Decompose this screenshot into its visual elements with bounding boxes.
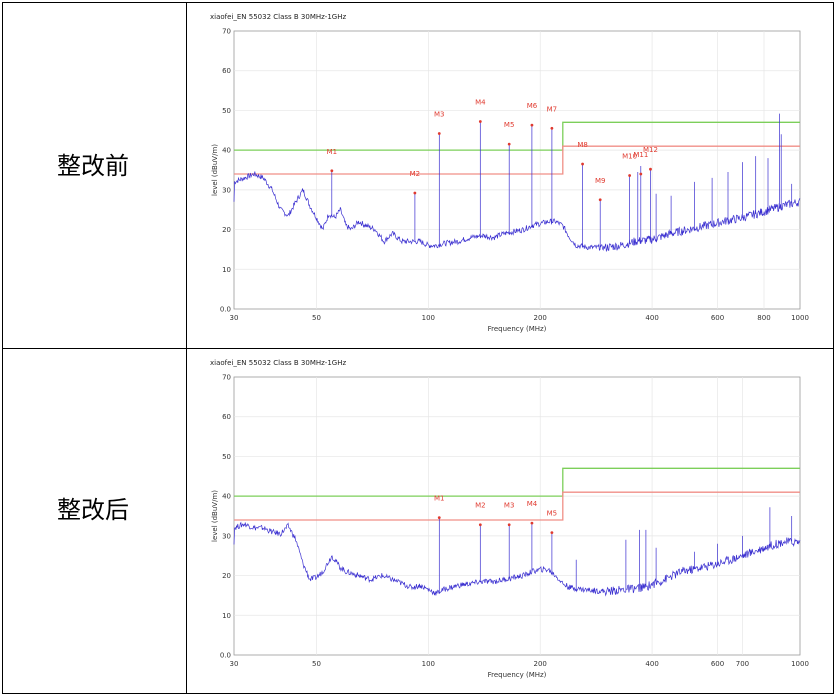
plot-frame — [233, 376, 801, 656]
x-tick-label: 400 — [645, 660, 658, 668]
x-axis-label: Frequency (MHz) — [488, 325, 547, 333]
marker-label-m7: M7 — [547, 105, 558, 113]
marker-point-m6 — [530, 123, 534, 127]
marker-label-m6: M6 — [527, 102, 538, 110]
table-column-divider — [186, 2, 187, 694]
marker-label-m9: M9 — [595, 177, 606, 185]
x-tick-label: 800 — [757, 314, 770, 322]
limit-line-red — [234, 491, 800, 521]
measurement-trace — [233, 113, 801, 253]
y-tick-label: 30 — [222, 532, 231, 540]
marker-point-m7 — [550, 126, 554, 130]
x-tick-label: 600 — [711, 660, 724, 668]
marker-label-m11: M11 — [633, 151, 648, 159]
marker-label-m1: M1 — [327, 148, 338, 156]
limit-line-green — [234, 121, 800, 151]
chart-title: xiaofei_EN 55032 Class B 30MHz-1GHz — [210, 13, 346, 21]
marker-point-m5 — [550, 531, 554, 535]
y-tick-label: 70 — [222, 28, 231, 36]
marker-label-m8: M8 — [577, 141, 588, 149]
marker-label-m3: M3 — [434, 110, 445, 118]
x-tick-label: 600 — [711, 314, 724, 322]
marker-point-m1 — [330, 169, 334, 173]
y-tick-label: 50 — [222, 453, 231, 461]
marker-point-m9 — [598, 198, 602, 202]
x-tick-label: 1000 — [791, 314, 809, 322]
emission-chart-before: xiaofei_EN 55032 Class B 30MHz-1GHz 0.0 10… — [210, 13, 809, 333]
y-axis-label: level (dBuV/m) — [211, 490, 219, 542]
marker-point-m1 — [437, 516, 441, 519]
table-row-divider — [2, 348, 834, 349]
marker-point-m4 — [478, 120, 482, 123]
marker-label-m5: M5 — [547, 510, 558, 518]
marker-point-m3 — [437, 132, 441, 135]
emission-chart-after: xiaofei_EN 55032 Class B 30MHz-1GHz 0.0 10… — [210, 359, 809, 679]
marker-label-m10: M10 — [622, 153, 637, 161]
marker-point-m2 — [413, 191, 417, 195]
marker-point-m11 — [639, 172, 643, 176]
chart-title: xiaofei_EN 55032 Class B 30MHz-1GHz — [210, 359, 346, 367]
y-tick-label: 50 — [222, 107, 231, 115]
marker-label-m4: M4 — [527, 500, 538, 508]
marker-label-m2: M2 — [410, 170, 421, 178]
marker-label-m4: M4 — [475, 99, 486, 107]
marker-point-m2 — [478, 523, 482, 527]
x-tick-label: 200 — [534, 660, 547, 668]
table-border-bottom — [2, 693, 834, 694]
x-tick-label: 1000 — [791, 660, 809, 668]
x-tick-label: 200 — [534, 314, 547, 322]
measurement-trace — [233, 507, 801, 597]
table-border-top — [2, 2, 834, 3]
y-tick-label: 30 — [222, 186, 231, 194]
marker-label-m5: M5 — [504, 121, 514, 129]
row-label-after: 整改后 — [57, 496, 129, 524]
marker-label-m3: M3 — [504, 502, 514, 510]
x-tick-label: 50 — [312, 314, 321, 322]
x-tick-label: 100 — [422, 660, 435, 668]
marker-label-m2: M2 — [475, 502, 486, 510]
limit-line-green — [234, 467, 800, 497]
y-tick-label: 40 — [222, 147, 231, 155]
y-tick-label: 0.0 — [220, 306, 231, 314]
y-tick-label: 20 — [222, 572, 231, 580]
y-tick-label: 60 — [222, 413, 231, 421]
marker-point-m5 — [507, 142, 511, 146]
x-tick-label: 100 — [422, 314, 435, 322]
x-tick-label: 700 — [736, 660, 749, 668]
y-tick-label: 60 — [222, 67, 231, 75]
marker-label-m1: M1 — [434, 495, 445, 503]
x-tick-label: 400 — [645, 314, 658, 322]
limit-line-red — [234, 145, 800, 175]
x-tick-label: 30 — [230, 314, 239, 322]
y-tick-label: 70 — [222, 374, 231, 382]
x-tick-label: 30 — [230, 660, 239, 668]
plot-frame — [233, 30, 801, 310]
marker-point-m4 — [530, 521, 534, 525]
y-axis-label: level (dBuV/m) — [211, 144, 219, 196]
y-tick-label: 10 — [222, 266, 231, 274]
marker-point-m10 — [628, 174, 632, 177]
y-tick-label: 20 — [222, 226, 231, 234]
y-tick-label: 40 — [222, 493, 231, 501]
marker-point-m12 — [649, 167, 652, 171]
x-axis-label: Frequency (MHz) — [488, 671, 547, 679]
x-tick-label: 50 — [312, 660, 321, 668]
row-label-before: 整改前 — [57, 152, 129, 180]
marker-point-m8 — [581, 162, 584, 166]
marker-label-m12: M12 — [643, 146, 658, 154]
y-tick-label: 0.0 — [220, 652, 231, 660]
y-tick-label: 10 — [222, 612, 231, 620]
marker-point-m3 — [507, 523, 511, 527]
